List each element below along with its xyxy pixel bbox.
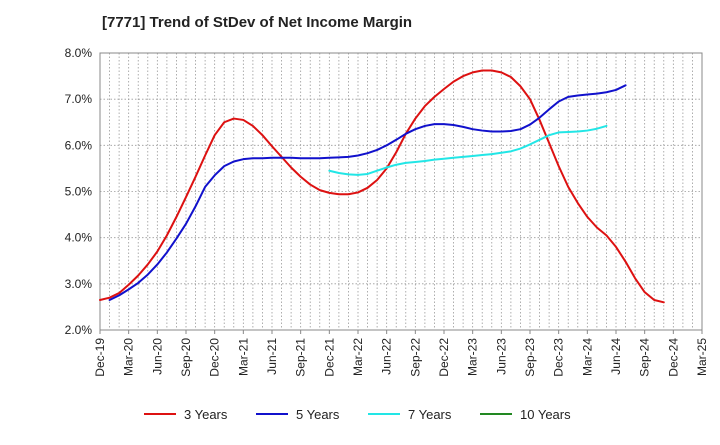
series-line <box>99 69 665 304</box>
x-tick-label: Jun-20 <box>150 338 164 375</box>
x-tick-label: Sep-23 <box>523 338 537 377</box>
series-line <box>328 124 608 176</box>
x-tick-label: Jun-22 <box>380 338 394 375</box>
x-tick-label: Sep-24 <box>638 338 652 377</box>
plot-frame <box>99 52 703 331</box>
x-tick-label: Sep-22 <box>408 338 422 377</box>
y-tick-label: 3.0% <box>65 277 93 291</box>
x-tick-label: Jun-21 <box>265 338 279 375</box>
y-tick-label: 5.0% <box>65 185 93 199</box>
legend-label: 3 Years <box>184 407 228 422</box>
x-tick-label: Mar-25 <box>695 338 709 376</box>
y-tick-label: 2.0% <box>65 323 93 337</box>
x-tick-label: Dec-20 <box>208 338 222 377</box>
legend-label: 5 Years <box>296 407 340 422</box>
x-tick-label: Sep-20 <box>179 338 193 377</box>
x-tick-label: Jun-23 <box>494 338 508 375</box>
x-tick-label: Dec-21 <box>322 338 336 377</box>
x-tick-label: Mar-21 <box>236 338 250 376</box>
y-tick-label: 6.0% <box>65 138 93 152</box>
y-tick-label: 8.0% <box>65 46 93 60</box>
x-tick-label: Mar-24 <box>580 338 594 376</box>
x-tick-label: Mar-22 <box>351 338 365 376</box>
x-tick-label: Dec-24 <box>666 338 680 377</box>
y-tick-label: 4.0% <box>65 231 93 245</box>
x-tick-label: Dec-22 <box>437 338 451 377</box>
x-tick-label: Dec-23 <box>552 338 566 377</box>
x-tick-label: Mar-23 <box>466 338 480 376</box>
x-tick-label: Jun-24 <box>609 338 623 375</box>
chart-title: [7771] Trend of StDev of Net Income Marg… <box>102 14 413 31</box>
series-line <box>108 84 627 301</box>
legend-label: 7 Years <box>408 407 452 422</box>
x-tick-label: Sep-21 <box>294 338 308 377</box>
x-tick-label: Dec-19 <box>93 338 107 377</box>
y-tick-label: 7.0% <box>65 92 93 106</box>
x-tick-label: Mar-20 <box>122 338 136 376</box>
legend-label: 10 Years <box>520 407 571 422</box>
